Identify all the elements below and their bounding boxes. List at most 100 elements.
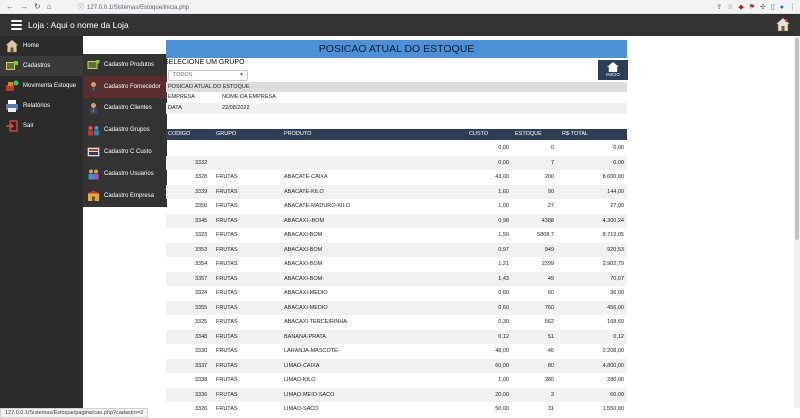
cell-estoque: 5808,7: [537, 232, 554, 238]
col-custo: CUSTO: [469, 131, 489, 137]
info-key: DATA: [168, 105, 182, 111]
cell-estoque: 760: [544, 304, 554, 311]
cell-estoque: 27: [547, 203, 554, 209]
chevron-down-icon[interactable]: ▼: [239, 72, 244, 78]
reload-icon[interactable]: ↻: [34, 1, 41, 11]
cell-grupo: FRUTAS: [216, 377, 238, 383]
table-row: 3348 FRUTAS BANANA-PRATA 0,12 51 0,12: [166, 329, 627, 344]
address-text[interactable]: 127.0.0.1/Sistemas/Estoque/inicia.php: [87, 5, 190, 11]
cell-produto: BANANA-PRATA: [284, 333, 326, 340]
puzzle-icon[interactable]: ✣: [760, 4, 766, 11]
table-row: 3326 FRUTAS LIMAO-SACO 50,00 31 1.550,00: [166, 402, 627, 417]
back-icon[interactable]: ←: [6, 1, 14, 11]
company-icon: [87, 190, 100, 201]
cell-custo: 0,60: [498, 304, 509, 311]
cell-codigo: 3336: [195, 391, 208, 398]
cell-custo: 48,00: [495, 348, 509, 354]
cell-grupo: FRUTAS: [216, 261, 238, 267]
cell-estoque: 4388: [541, 217, 554, 224]
cell-estoque: 31: [547, 406, 554, 412]
inicio-button[interactable]: INICIO: [598, 60, 628, 80]
submenu-item-cadastro-produtos[interactable]: Cadastro Produtos: [83, 54, 167, 76]
cell-grupo: FRUTAS: [216, 246, 238, 253]
submenu-item-cadastro-empresa[interactable]: Cadastro Empresa: [83, 185, 167, 207]
group-select-label: SELECIONE UM GRUPO: [164, 59, 245, 66]
submenu-item-cadastro-fornecedor[interactable]: Cadastro Fornecedor: [83, 75, 167, 98]
status-bar: 127.0.0.1/Sistemas/Estoque/pagina/cao.ph…: [0, 408, 149, 418]
submenu-item-cadastro-clientes[interactable]: Cadastro Clientes: [83, 98, 167, 120]
table-row: 3353 FRUTAS ABACAXI-BOM 0,97 949 920,53: [166, 242, 627, 257]
cell-codigo: 3354: [195, 261, 208, 267]
submenu-item-cadastro-grupos[interactable]: Cadastro Grupos: [83, 119, 167, 141]
sidebar-item-relatorios[interactable]: Relatórios: [0, 96, 83, 116]
table-row: 3330 FRUTAS LARANJA-MASCOTE- 48,00 46 2.208,0…: [166, 344, 627, 359]
sidebar-item-home[interactable]: Home: [0, 36, 83, 56]
register-icon: [6, 61, 18, 70]
sidebar-item-movimenta-estoque[interactable]: Movimenta Estoque: [0, 76, 83, 96]
browser-extension-icons: ⇪ ☆ ◆ ⚑ ✣ ▯ ● ⋮: [716, 0, 796, 14]
cell-total: 8.600,00: [602, 174, 624, 180]
cell-total: 456,00: [607, 304, 624, 311]
cell-estoque: 49: [547, 275, 554, 282]
cell-codigo: 3325: [195, 319, 208, 325]
cell-estoque: 46: [547, 348, 554, 354]
hamburger-icon[interactable]: [11, 20, 22, 30]
home-browser-icon[interactable]: ⌂: [46, 1, 52, 11]
cell-produto: ABACATE-KILO: [284, 188, 324, 195]
cell-estoque: 7: [550, 159, 554, 166]
submenu-item-cadastro-c-custo[interactable]: Cadastro C Custo: [83, 141, 167, 163]
table-row: 3357 FRUTAS ABACAXI-BOM- 1,43 49 70,07: [166, 271, 627, 286]
cell-total: 70,07: [610, 275, 624, 282]
cell-total: 0,00: [613, 159, 624, 166]
star-icon[interactable]: ☆: [727, 4, 734, 11]
group-select-value[interactable]: TODOS: [173, 72, 193, 78]
cell-custo: 1,43: [498, 275, 509, 282]
col-estoque: ESTOQUE: [515, 131, 542, 137]
cell-produto: ABACAXI-BOM-: [284, 275, 325, 282]
sidebar-item-label: Movimenta Estoque: [23, 83, 77, 89]
cell-grupo: FRUTAS: [216, 275, 238, 282]
address-bar[interactable]: ⓘ 127.0.0.1/Sistemas/Estoque/inicia.php: [78, 2, 189, 11]
share-icon[interactable]: ⇪: [716, 4, 723, 11]
profile-icon[interactable]: ●: [779, 3, 784, 11]
table-row: 3338 FRUTAS LIMAO-KILO 1,00 280 280,00: [166, 373, 627, 388]
info-icon[interactable]: ⓘ: [78, 5, 85, 11]
extension-red-icon[interactable]: ◆: [738, 4, 744, 11]
table-row: 3355 FRUTAS ABACAXI-MEDIO 0,60 760 456,00: [166, 300, 627, 315]
scrollbar-thumb[interactable]: [795, 38, 799, 240]
cell-custo: 0,12: [498, 333, 509, 340]
col-total: R$-TOTAL: [562, 131, 589, 137]
submenu-item-cadastro-usuarios[interactable]: Cadastro Usuarios: [83, 163, 167, 185]
cell-grupo: FRUTAS: [216, 406, 238, 412]
group-select[interactable]: TODOS ▼: [168, 70, 248, 81]
cell-grupo: FRUTAS: [216, 348, 238, 354]
sidebar-item-cadastros[interactable]: Cadastros: [0, 56, 83, 76]
home-icon[interactable]: [776, 17, 790, 32]
sidebar-item-sair[interactable]: Sair: [0, 116, 83, 136]
page-title: POSICAO ATUAL DO ESTOQUE: [166, 40, 627, 58]
cell-grupo: FRUTAS: [216, 362, 238, 369]
info-value: NOME DA EMPRESA: [222, 94, 276, 100]
info-block: POSICAO ATUAL DO ESTOQUE EMPRESA NOME DA…: [166, 82, 627, 114]
cell-estoque: 90: [547, 188, 554, 195]
sidepanel-icon[interactable]: ▯: [770, 4, 775, 11]
page-scrollbar[interactable]: [794, 36, 800, 408]
menu-dots-icon[interactable]: ⋮: [789, 4, 796, 11]
inicio-label[interactable]: INICIO: [606, 72, 620, 77]
home-icon[interactable]: [607, 62, 619, 72]
cell-custo: 1,00: [498, 377, 509, 383]
supplier-icon: [89, 81, 98, 93]
cell-estoque: 0: [550, 145, 554, 151]
sidebar-item-label: Home: [23, 43, 40, 49]
cell-estoque: 200: [544, 174, 554, 180]
cell-produto: LARANJA-MASCOTE-: [284, 348, 340, 354]
extension-flag-icon[interactable]: ⚑: [748, 4, 756, 11]
table-row: 3332 0,00 7 0,00: [166, 155, 627, 170]
cell-codigo: 3348: [195, 333, 208, 340]
info-header: POSICAO ATUAL DO ESTOQUE: [166, 82, 627, 92]
sidebar-item-label: Cadastros: [23, 63, 51, 69]
table-row: 3350 FRUTAS ABACATE-MADURO-KILO 1,00 27 27,00: [166, 199, 627, 214]
forward-icon[interactable]: →: [20, 1, 28, 11]
cell-total: 144,00: [607, 188, 624, 195]
cell-codigo: 3323: [195, 232, 208, 238]
